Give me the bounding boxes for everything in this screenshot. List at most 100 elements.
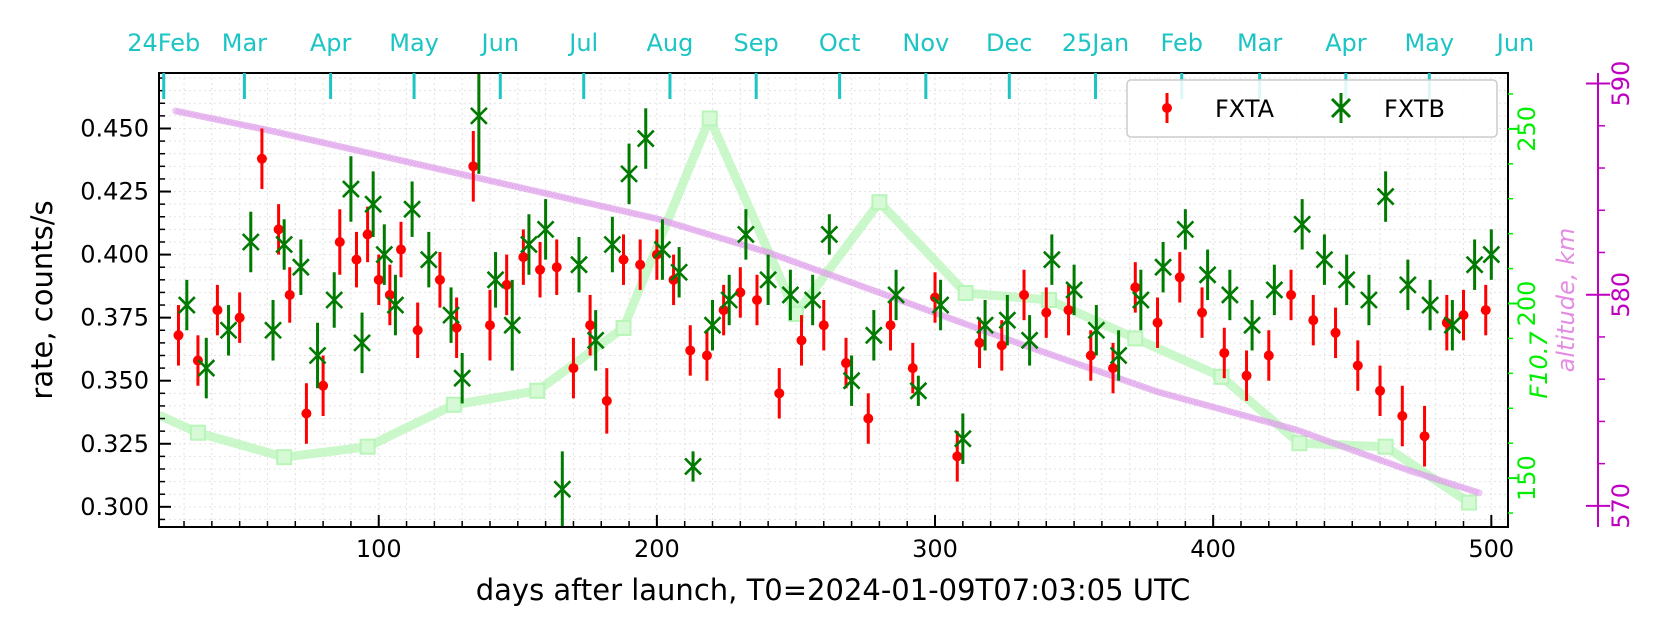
fxtb-point xyxy=(469,106,488,125)
altitude-tick-label: 570 xyxy=(1607,483,1635,529)
fxta-point xyxy=(1063,305,1074,316)
fxtb-point xyxy=(503,316,522,335)
fxtb-point xyxy=(781,286,800,304)
fxtb-point xyxy=(486,270,505,289)
fxta-point xyxy=(930,292,941,303)
top-month-label: Jul xyxy=(567,29,598,57)
f107-series xyxy=(157,110,1478,511)
top-month-label: May xyxy=(389,29,439,57)
top-month-label: Apr xyxy=(310,29,352,57)
fxtb-point xyxy=(842,371,861,390)
fxta-point xyxy=(863,413,874,424)
fxtb-point xyxy=(553,480,572,499)
fxta-point xyxy=(774,388,785,399)
legend-box xyxy=(1126,79,1498,138)
fxta-point xyxy=(1458,310,1469,321)
top-month-label: Mar xyxy=(222,29,267,57)
fxta-point xyxy=(468,161,479,172)
fxtb-point xyxy=(864,326,883,345)
fxtb-point xyxy=(177,296,196,314)
fxta-point xyxy=(1286,289,1297,300)
fxta-point xyxy=(318,380,329,391)
f107-point xyxy=(615,319,632,336)
fxta-point xyxy=(1330,327,1341,338)
fxta-point xyxy=(362,229,373,240)
altitude-tick-label: 590 xyxy=(1607,61,1635,107)
axis-layer: 100 200 300 400 500 0.300 0.325 0.350 0.375 0.400… xyxy=(80,29,1635,563)
fxta-point xyxy=(1352,360,1363,371)
fxtb-point xyxy=(264,321,282,340)
fxtb-point xyxy=(1109,346,1128,365)
top-month-label: May xyxy=(1404,29,1454,57)
fxta-point xyxy=(234,312,245,323)
y-tick-label: 0.375 xyxy=(80,304,149,332)
fxta-point xyxy=(752,295,763,305)
y-axis-title: rate, counts/s xyxy=(25,200,59,399)
fxtb-point xyxy=(1243,316,1262,335)
top-month-label: Nov xyxy=(902,29,949,57)
legend-fxta-marker xyxy=(1162,103,1172,113)
fxtb-point xyxy=(953,429,972,448)
fxta-point xyxy=(974,337,985,348)
y-tick-label: 0.300 xyxy=(80,493,149,521)
f107-point xyxy=(1127,330,1144,347)
fxtb-point xyxy=(1465,255,1484,274)
fxtb-point xyxy=(803,291,822,309)
fxta-point xyxy=(284,289,295,300)
fxtb-point xyxy=(736,225,755,244)
fxtb-point xyxy=(342,180,360,198)
fxta-point xyxy=(701,350,712,361)
f107-point xyxy=(701,110,718,127)
fxta-point xyxy=(551,262,562,273)
f107-point xyxy=(871,194,888,211)
fxta-point xyxy=(601,395,612,406)
fxta-point xyxy=(1263,350,1274,361)
top-month-label: Dec xyxy=(986,29,1032,57)
f107-point xyxy=(1377,438,1394,455)
top-month-label: Jun xyxy=(1495,29,1535,57)
fxta-point xyxy=(1419,431,1430,442)
fxtb-point xyxy=(403,200,422,219)
fxtb-point xyxy=(536,220,555,239)
f107-axis-title: F10.7 xyxy=(1525,331,1553,399)
grid-layer xyxy=(159,73,1508,527)
fxtb-point xyxy=(219,321,238,340)
fxta-point xyxy=(885,320,896,331)
fxta-point xyxy=(373,274,384,285)
fxtb-point xyxy=(1315,250,1334,269)
fxtb-point xyxy=(759,270,778,289)
fxtb-point xyxy=(520,235,538,254)
fxtb-point xyxy=(375,245,394,264)
fxta-point xyxy=(351,254,362,265)
y-tick-label: 0.400 xyxy=(80,241,149,269)
top-month-label: Sep xyxy=(734,29,779,57)
fxta-point xyxy=(412,325,423,336)
fxtb-point xyxy=(1220,286,1239,304)
x-tick-label: 200 xyxy=(634,535,680,563)
fxta-point xyxy=(585,320,596,331)
top-month-label: Oct xyxy=(819,29,861,57)
fxta-point xyxy=(273,224,284,235)
fxta-point xyxy=(1480,305,1491,316)
fxta-point xyxy=(434,274,445,285)
f107-tick-label: 250 xyxy=(1513,106,1541,152)
fxtb-point xyxy=(887,286,906,304)
x-tick-label: 500 xyxy=(1468,535,1514,563)
fxtb-point xyxy=(353,333,371,352)
fxtb-point xyxy=(308,346,327,365)
fxtb-point xyxy=(720,291,739,309)
altitude-point xyxy=(1475,489,1483,497)
fxtb-point xyxy=(1131,291,1150,309)
fxta-point xyxy=(618,254,629,265)
fxtb-point xyxy=(1176,220,1195,239)
y-tick-label: 0.325 xyxy=(80,430,149,458)
top-month-label: 24Feb xyxy=(127,29,200,57)
fxtb-point xyxy=(275,235,294,254)
fxtb-point xyxy=(325,291,344,309)
fxta-point xyxy=(1308,315,1319,326)
fxtb-point xyxy=(976,316,995,335)
fxtb-point xyxy=(1198,265,1217,284)
fxtb-point xyxy=(1293,215,1312,234)
fxtb-point xyxy=(364,195,383,214)
